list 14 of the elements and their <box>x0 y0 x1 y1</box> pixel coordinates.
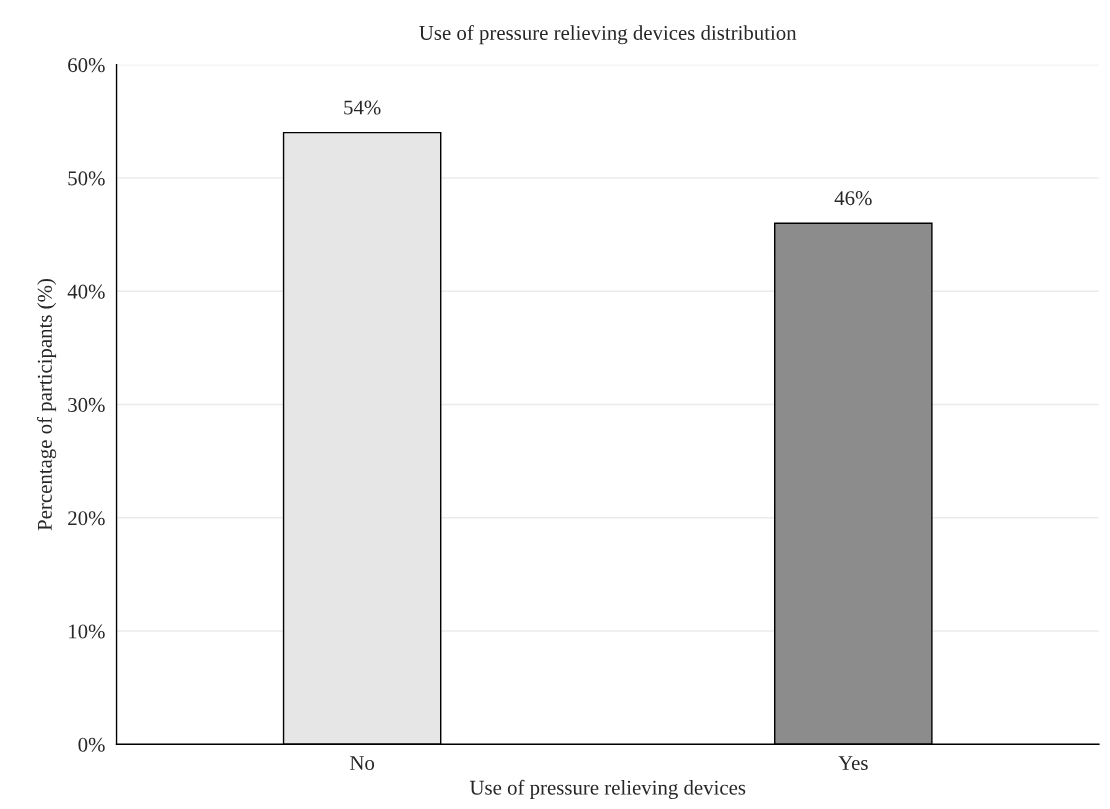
y-tick-label: 40% <box>67 284 105 299</box>
chart-title: Use of pressure relieving devices distribution <box>419 25 797 45</box>
y-tick-label: 0% <box>78 737 105 752</box>
x-tick-label: No <box>350 756 375 771</box>
data-label: 46% <box>834 191 872 206</box>
y-tick-label: 50% <box>68 171 105 186</box>
y-axis-title: Percentage of participants (%) <box>36 279 57 531</box>
data-label: 54% <box>344 100 381 115</box>
y-tick-label: 10% <box>69 624 105 639</box>
y-tick-label: 30% <box>68 397 105 412</box>
x-tick-label: Yes <box>838 756 868 771</box>
y-tick-label: 20% <box>68 511 105 526</box>
x-axis-title: Use of pressure relieving devices <box>469 779 746 799</box>
y-tick-label: 60% <box>68 58 105 73</box>
